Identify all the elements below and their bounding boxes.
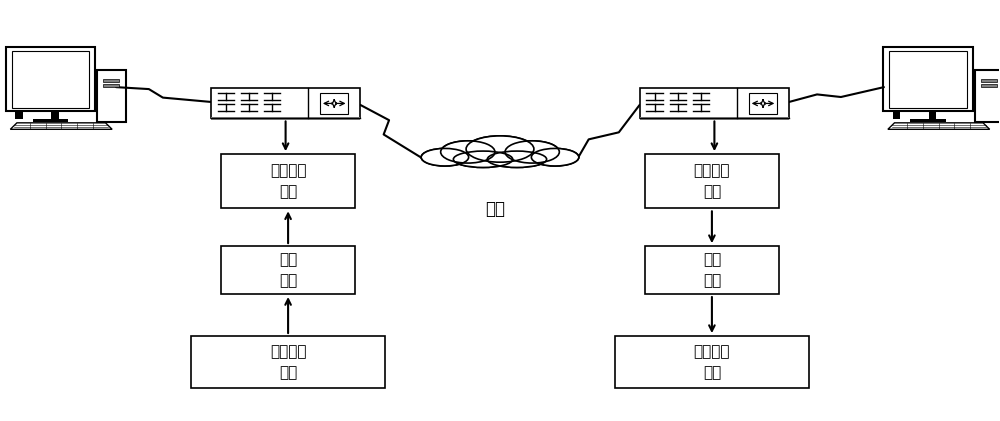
- Text: 原始网络
信标: 原始网络 信标: [270, 344, 306, 380]
- Bar: [15, 112, 23, 119]
- Bar: [893, 112, 900, 119]
- Ellipse shape: [421, 149, 469, 166]
- Ellipse shape: [488, 152, 545, 167]
- Ellipse shape: [532, 149, 578, 165]
- Text: 网络: 网络: [485, 200, 505, 218]
- Polygon shape: [10, 123, 112, 129]
- Ellipse shape: [453, 151, 513, 168]
- Bar: [981, 79, 997, 82]
- Text: 原始网络
信标: 原始网络 信标: [694, 344, 730, 380]
- Bar: [6, 47, 95, 112]
- Ellipse shape: [487, 151, 547, 168]
- Text: 扩频
处理: 扩频 处理: [279, 252, 297, 288]
- Bar: [211, 117, 360, 120]
- Bar: [320, 93, 348, 114]
- Bar: [645, 154, 779, 208]
- Ellipse shape: [531, 149, 579, 166]
- Text: 网络信标
植入: 网络信标 植入: [270, 163, 306, 199]
- Bar: [97, 70, 126, 122]
- Bar: [103, 79, 119, 82]
- Ellipse shape: [422, 149, 468, 165]
- Bar: [221, 246, 355, 294]
- Bar: [51, 112, 59, 119]
- Bar: [929, 112, 936, 119]
- Ellipse shape: [466, 136, 534, 162]
- Bar: [33, 119, 68, 122]
- Polygon shape: [888, 123, 990, 129]
- Ellipse shape: [442, 141, 494, 163]
- Bar: [749, 93, 777, 114]
- Bar: [640, 88, 789, 118]
- Bar: [889, 51, 967, 107]
- Bar: [645, 246, 779, 294]
- Ellipse shape: [441, 141, 495, 163]
- Ellipse shape: [467, 136, 533, 162]
- Ellipse shape: [505, 141, 559, 163]
- Bar: [883, 47, 973, 112]
- Bar: [191, 336, 385, 388]
- Ellipse shape: [455, 152, 512, 167]
- Bar: [12, 51, 89, 107]
- Bar: [640, 117, 789, 120]
- Bar: [615, 336, 809, 388]
- Bar: [975, 70, 1000, 122]
- Bar: [221, 154, 355, 208]
- Bar: [103, 84, 119, 87]
- Bar: [981, 84, 997, 87]
- Ellipse shape: [506, 141, 558, 163]
- Text: 解扩
处理: 解扩 处理: [703, 252, 721, 288]
- Bar: [910, 119, 946, 122]
- Text: 网络信标
检测: 网络信标 检测: [694, 163, 730, 199]
- Bar: [211, 88, 360, 118]
